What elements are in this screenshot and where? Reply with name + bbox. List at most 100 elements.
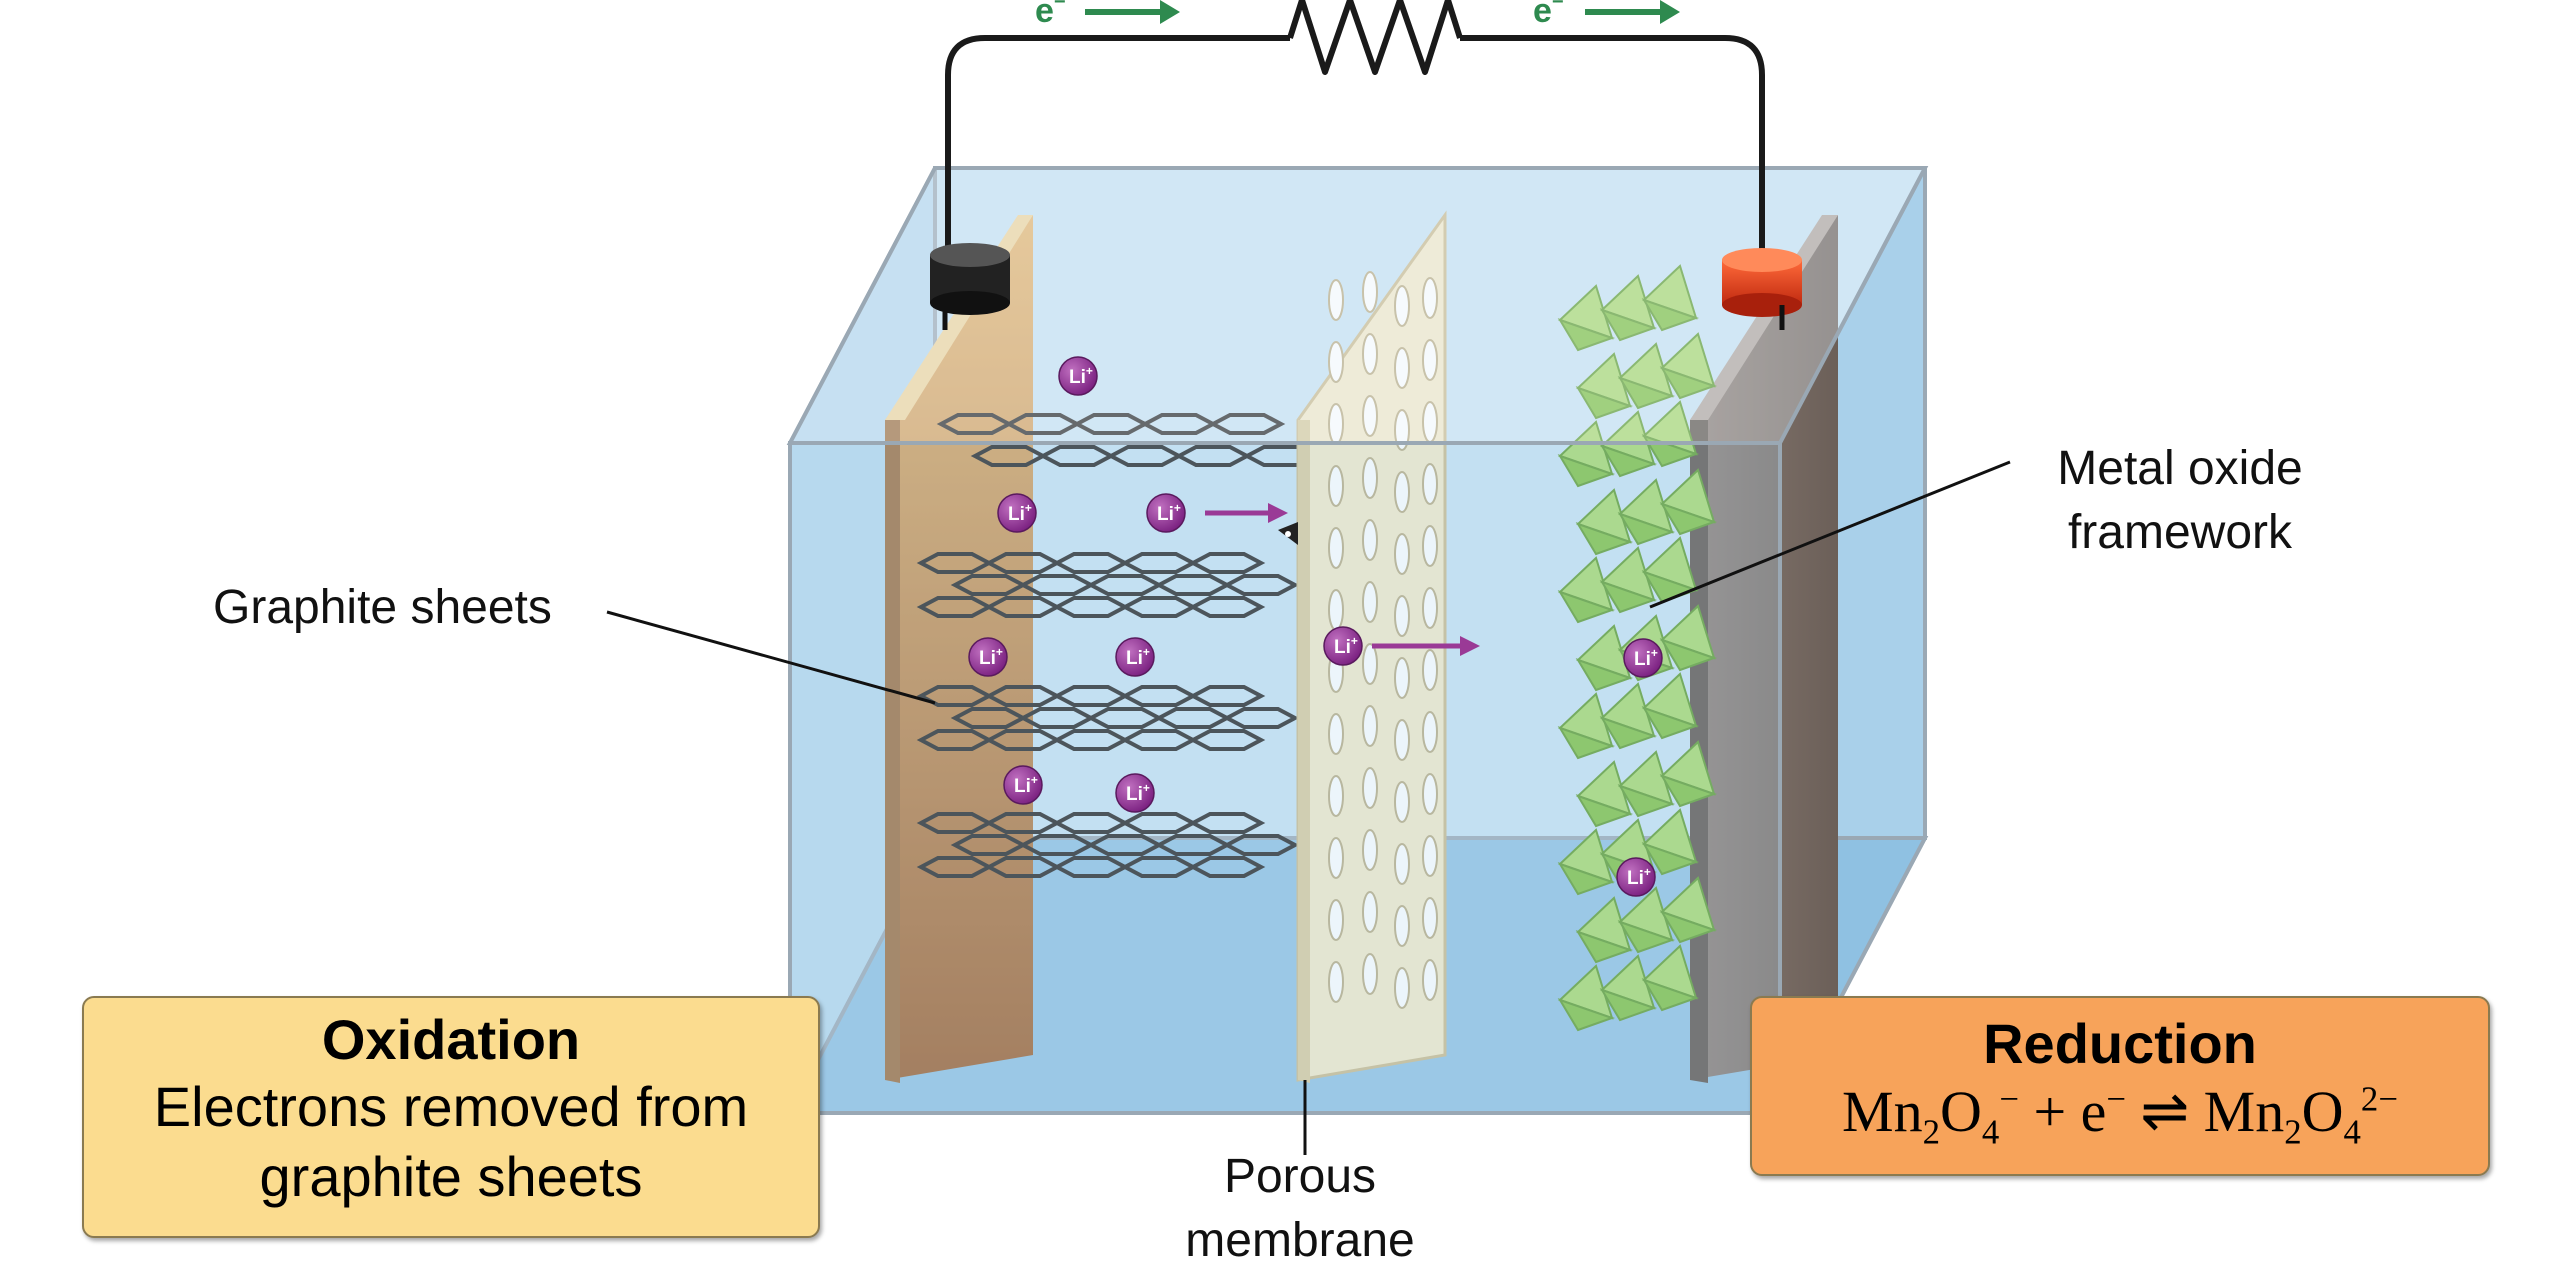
oxide-tetrahedron bbox=[1575, 352, 1634, 420]
carbon-ring bbox=[1188, 729, 1266, 751]
porous-membrane-label: Porous membrane bbox=[1150, 1145, 1450, 1273]
porous-membrane-label-line2: membrane bbox=[1185, 1214, 1415, 1267]
oxide-tetrahedron bbox=[1557, 284, 1616, 352]
membrane-pore bbox=[1394, 595, 1410, 637]
graphite-leader-line bbox=[606, 610, 936, 705]
carbon-ring bbox=[1188, 685, 1266, 707]
oxide-tetrahedron bbox=[1557, 828, 1616, 896]
membrane-pore bbox=[1394, 843, 1410, 885]
oxide-tetrahedron bbox=[1617, 478, 1676, 546]
lithium-ion: Li+ bbox=[1003, 765, 1043, 805]
membrane-pore bbox=[1362, 581, 1378, 623]
membrane-pore bbox=[1328, 341, 1344, 383]
membrane-pore bbox=[1362, 953, 1378, 995]
oxide-tetrahedron bbox=[1575, 896, 1634, 964]
membrane-pore bbox=[1328, 713, 1344, 755]
membrane-pore bbox=[1394, 657, 1410, 699]
membrane-pore bbox=[1422, 463, 1438, 505]
carbon-ring bbox=[1188, 856, 1266, 878]
membrane-pore bbox=[1362, 271, 1378, 313]
oxide-tetrahedron bbox=[1659, 876, 1718, 944]
metal-oxide-leader-line bbox=[1649, 460, 2011, 609]
lithium-ions: Li+ Li+ Li+ Li+ Li+ Li+ Li+ Li+ Li+ Li+ bbox=[968, 356, 1663, 897]
membrane-pore bbox=[1422, 277, 1438, 319]
svg-text:Li+: Li+ bbox=[1069, 364, 1093, 388]
oxidation-title: Oxidation bbox=[321, 1008, 581, 1071]
membrane-pore bbox=[1328, 279, 1344, 321]
membrane-pore bbox=[1328, 527, 1344, 569]
membrane-pore bbox=[1394, 471, 1410, 513]
oxidation-line2: graphite sheets bbox=[259, 1145, 643, 1209]
oxide-tetrahedron bbox=[1641, 944, 1700, 1012]
membrane-pore bbox=[1362, 705, 1378, 747]
reduction-title: Reduction bbox=[1983, 1012, 2257, 1075]
membrane-pore bbox=[1328, 961, 1344, 1003]
cursor-icon bbox=[1278, 522, 1298, 545]
porous-membrane-label-line1: Porous bbox=[1223, 1150, 1377, 1203]
membrane-pore bbox=[1328, 465, 1344, 507]
metal-oxide-label: Metal oxide framework bbox=[2030, 437, 2330, 565]
oxidation-line1: Electrons removed from bbox=[153, 1075, 749, 1139]
lithium-ion: Li+ bbox=[997, 493, 1037, 533]
oxide-tetrahedron bbox=[1659, 604, 1718, 672]
membrane-pore bbox=[1362, 333, 1378, 375]
oxide-tetrahedron bbox=[1659, 468, 1718, 536]
positive-terminal bbox=[1722, 248, 1802, 330]
svg-text:Li+: Li+ bbox=[1014, 773, 1038, 797]
svg-text:Li+: Li+ bbox=[1008, 501, 1032, 525]
membrane-pore bbox=[1362, 891, 1378, 933]
electron-flow-left: e− bbox=[1035, 0, 1180, 30]
membrane-pore bbox=[1422, 649, 1438, 691]
electron-symbol: e− bbox=[1035, 0, 1066, 30]
membrane-pore bbox=[1422, 587, 1438, 629]
membrane-pore bbox=[1394, 719, 1410, 761]
membrane-pore bbox=[1422, 835, 1438, 877]
membrane-pore bbox=[1362, 767, 1378, 809]
oxide-tetrahedron bbox=[1617, 342, 1676, 410]
reduction-box: Reduction Mn2O4− + e− ⇌ Mn2O42− bbox=[1750, 996, 2490, 1176]
lithium-ion: Li+ bbox=[1115, 637, 1155, 677]
electron-symbol: e− bbox=[1533, 0, 1564, 30]
lithium-ion: Li+ bbox=[968, 637, 1008, 677]
ion-arrow-icon bbox=[1460, 636, 1480, 656]
graphite-sheet bbox=[916, 552, 1300, 618]
svg-text:Li+: Li+ bbox=[1157, 501, 1181, 525]
oxidation-box: Oxidation Electrons removed from graphit… bbox=[82, 996, 820, 1238]
oxide-tetrahedron bbox=[1599, 546, 1658, 614]
lithium-ion: Li+ bbox=[1058, 356, 1098, 396]
negative-terminal bbox=[930, 243, 1010, 330]
metal-oxide-label-line1: Metal oxide bbox=[2057, 442, 2303, 495]
carbon-ring bbox=[1222, 834, 1300, 856]
svg-text:Li+: Li+ bbox=[1334, 634, 1358, 658]
membrane-pore bbox=[1328, 775, 1344, 817]
external-circuit bbox=[945, 0, 1765, 260]
carbon-ring bbox=[1188, 596, 1266, 618]
svg-text:Li+: Li+ bbox=[1126, 645, 1150, 669]
oxide-tetrahedron bbox=[1641, 808, 1700, 876]
circuit-wire-right bbox=[1460, 35, 1765, 260]
carbon-ring bbox=[1188, 552, 1266, 574]
electron-arrow-icon bbox=[1160, 0, 1180, 24]
porous-membrane bbox=[1296, 210, 1447, 1083]
oxide-tetrahedron bbox=[1557, 964, 1616, 1032]
graphite-sheet bbox=[916, 812, 1300, 878]
membrane-pore bbox=[1422, 773, 1438, 815]
carbon-ring bbox=[1208, 413, 1286, 435]
lithium-ion: Li+ bbox=[1323, 626, 1363, 666]
membrane-pore bbox=[1422, 897, 1438, 939]
membrane-pore bbox=[1394, 285, 1410, 327]
leader-lines bbox=[606, 460, 2011, 1155]
membrane-pore bbox=[1362, 519, 1378, 561]
svg-text:Li+: Li+ bbox=[1627, 865, 1651, 889]
metal-oxide-label-line2: framework bbox=[2067, 506, 2293, 559]
membrane-pore bbox=[1362, 643, 1378, 685]
membrane-pore bbox=[1422, 711, 1438, 753]
membrane-pore bbox=[1394, 905, 1410, 947]
membrane-pore bbox=[1362, 395, 1378, 437]
oxide-tetrahedron bbox=[1659, 740, 1718, 808]
membrane-pore bbox=[1394, 347, 1410, 389]
membrane-pore bbox=[1394, 533, 1410, 575]
membrane-pore bbox=[1422, 525, 1438, 567]
membrane-pore bbox=[1394, 409, 1410, 451]
